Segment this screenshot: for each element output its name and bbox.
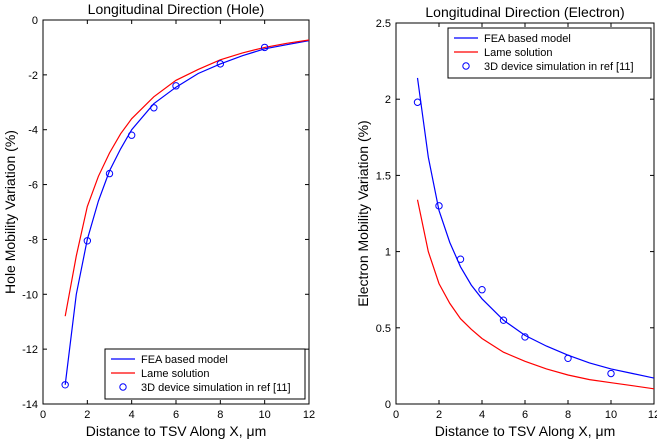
data-point-3d-device-simulation-in-ref-11	[607, 369, 615, 378]
legend-entry-label: FEA based model	[141, 354, 228, 366]
data-point-3d-device-simulation-in-ref-11	[150, 104, 158, 112]
data-point-3d-device-simulation-in-ref-11	[564, 354, 572, 362]
chart-electron: 0 2 4 6 8 10 12 0 0.5 1 1.5 2 2.5 Longitudinal Direct…	[355, 4, 657, 439]
y-tick-label: 0.5	[376, 323, 391, 335]
x-tick-label: 6	[173, 409, 179, 421]
x-axis-label: Distance to TSV Along X, μm	[86, 423, 267, 439]
chart-title: Longitudinal Direction (Hole)	[88, 1, 265, 17]
y-tick-label: -2	[28, 70, 38, 82]
x-tick-label: 0	[393, 409, 399, 421]
legend: FEA based model Lame solution 3D device si…	[447, 27, 652, 79]
series-group	[61, 39, 309, 389]
data-point-3d-device-simulation-in-ref-11	[83, 237, 92, 245]
y-tick-label: -4	[28, 125, 38, 137]
data-point-3d-device-simulation-in-ref-11	[216, 60, 225, 68]
data-point-3d-device-simulation-in-ref-11	[521, 333, 529, 341]
x-tick-label: 8	[565, 409, 571, 421]
y-tick-label: -12	[22, 344, 38, 356]
x-tick-label: 4	[479, 409, 485, 421]
series-group	[413, 77, 654, 390]
y-tick-label: 0	[385, 399, 391, 411]
data-point-3d-device-simulation-in-ref-11	[456, 255, 465, 263]
y-tick-label: 2.5	[376, 18, 391, 30]
x-tick-label: 0	[40, 409, 46, 421]
x-tick-label: 10	[605, 409, 617, 421]
legend-entry-label: 3D device simulation in ref [11]	[141, 382, 291, 394]
chart-title: Longitudinal Direction (Electron)	[425, 4, 624, 20]
data-point-3d-device-simulation-in-ref-11	[260, 43, 269, 52]
data-point-3d-device-simulation-in-ref-11	[478, 286, 486, 294]
x-tick-label: 2	[84, 409, 90, 421]
data-point-3d-device-simulation-in-ref-11	[61, 381, 69, 389]
y-tick-label: -10	[22, 289, 38, 301]
series-line-lame-solution	[64, 39, 309, 317]
legend-marker-swatch	[119, 383, 127, 391]
plot-area-electron	[395, 22, 655, 405]
data-point-3d-device-simulation-in-ref-11	[172, 82, 180, 90]
legend-entry-label: 3D device simulation in ref [11]	[484, 61, 634, 73]
y-tick-label: -14	[22, 399, 38, 411]
y-tick-label: 2	[385, 94, 391, 106]
x-tick-label: 2	[436, 409, 442, 421]
data-point-3d-device-simulation-in-ref-11	[127, 131, 136, 139]
y-tick-label: 1.5	[376, 170, 391, 182]
legend: FEA based model Lame solution 3D device si…	[104, 348, 306, 400]
legend-marker-swatch	[462, 62, 470, 70]
data-point-3d-device-simulation-in-ref-11	[105, 169, 114, 178]
data-point-3d-device-simulation-in-ref-11	[435, 202, 443, 210]
series-line-fea-based-model	[64, 40, 309, 385]
y-tick-label: 1	[385, 247, 391, 259]
y-tick-label: 0	[32, 15, 38, 27]
y-tick-label: -8	[28, 234, 38, 246]
x-tick-label: 10	[259, 409, 271, 421]
legend-box	[447, 27, 652, 79]
plot-area-hole	[42, 19, 310, 405]
legend-entry-label: FEA based model	[484, 33, 571, 45]
x-tick-label: 12	[648, 409, 657, 421]
legend-box	[104, 348, 306, 400]
y-tick-label: -6	[28, 180, 38, 192]
legend-entry-label: Lame solution	[484, 47, 553, 59]
series-line-fea-based-model	[416, 77, 654, 379]
x-tick-label: 4	[129, 409, 135, 421]
chart-hole: 0 2 4 6 8 10 12 0 -2 -4 -6 -8 -10 -12 -14 Longitudinal …	[2, 1, 315, 439]
x-tick-label: 6	[522, 409, 528, 421]
x-tick-label: 12	[303, 409, 315, 421]
data-point-3d-device-simulation-in-ref-11	[413, 98, 422, 106]
y-axis-label: Electron Mobility Variation (%)	[355, 120, 371, 306]
x-axis-label: Distance to TSV Along X, μm	[435, 423, 616, 439]
legend-entry-label: Lame solution	[141, 368, 210, 380]
series-line-lame-solution	[416, 199, 654, 390]
y-axis-label: Hole Mobility Variation (%)	[2, 130, 18, 294]
data-point-3d-device-simulation-in-ref-11	[499, 316, 508, 324]
x-tick-label: 8	[217, 409, 223, 421]
